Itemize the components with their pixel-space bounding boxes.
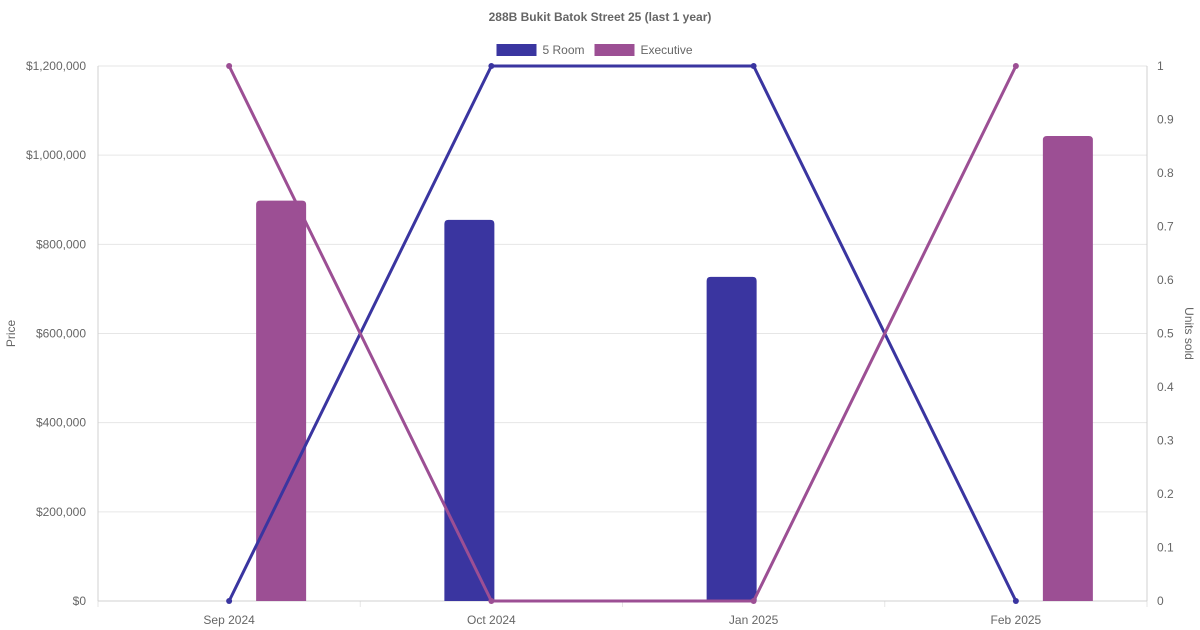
y-right-axis-title: Units sold: [1182, 307, 1196, 360]
x-axis: Sep 2024 Oct 2024 Jan 2025 Feb 2025: [203, 613, 1041, 627]
y-right-tick-label: 0.9: [1157, 113, 1174, 127]
y-right-tick-label: 0.3: [1157, 434, 1174, 448]
x-tick-label: Sep 2024: [203, 613, 255, 627]
units-point-5-room: [750, 63, 757, 69]
chart-title: 288B Bukit Batok Street 25 (last 1 year): [489, 10, 712, 24]
legend-swatch: [594, 44, 635, 56]
units-point-executive: [750, 598, 757, 604]
y-right-tick-label: 0.7: [1157, 220, 1174, 234]
y-right-tick-label: 1: [1157, 59, 1164, 73]
y-left-axis-title: Price: [4, 320, 18, 348]
legend-swatch: [496, 44, 537, 56]
units-point-executive: [488, 598, 495, 604]
y-right-tick-label: 0.4: [1157, 380, 1174, 394]
x-tick-label: Jan 2025: [729, 613, 779, 627]
price-bar-5-room: [706, 276, 757, 601]
y-left-tick-label: $1,000,000: [26, 148, 86, 162]
y-left-tick-label: $600,000: [36, 327, 86, 341]
price-bar-executive: [1042, 135, 1093, 601]
x-tick-label: Oct 2024: [467, 613, 516, 627]
units-line-executive: [227, 65, 1018, 603]
y-left-tick-label: $800,000: [36, 237, 86, 251]
y-left-tick-label: $400,000: [36, 416, 86, 430]
y-right-tick-label: 0.1: [1157, 541, 1174, 555]
y-left-tick-label: $1,200,000: [26, 59, 86, 73]
price-bar-executive: [256, 200, 307, 601]
price-bar-5-room: [444, 219, 495, 601]
price-bars: [256, 135, 1093, 601]
units-point-executive: [1012, 63, 1019, 69]
y-left-tick-label: $0: [73, 594, 87, 608]
y-right-tick-label: 0: [1157, 594, 1164, 608]
units-point-5-room: [226, 598, 233, 604]
y-left-axis: $0 $200,000 $400,000 $600,000 $800,000 $1,000…: [26, 59, 86, 608]
y-right-tick-label: 0.8: [1157, 166, 1174, 180]
y-right-axis: 0 0.1 0.2 0.3 0.4 0.5 0.6 0.7 0.8 0.9 1: [1157, 59, 1174, 608]
units-point-5-room: [1012, 598, 1019, 604]
legend-label: Executive: [641, 43, 693, 57]
units-sold-lines: [226, 63, 1019, 604]
x-tick-label: Feb 2025: [991, 613, 1042, 627]
grid: [97, 65, 1148, 607]
y-right-tick-label: 0.6: [1157, 273, 1174, 287]
legend: 5 Room Executive: [496, 43, 693, 57]
y-right-tick-label: 0.2: [1157, 487, 1174, 501]
units-point-executive: [226, 63, 233, 69]
y-right-tick-label: 0.5: [1157, 327, 1174, 341]
legend-label: 5 Room: [543, 43, 585, 57]
units-point-5-room: [488, 63, 495, 69]
y-left-tick-label: $200,000: [36, 505, 86, 519]
